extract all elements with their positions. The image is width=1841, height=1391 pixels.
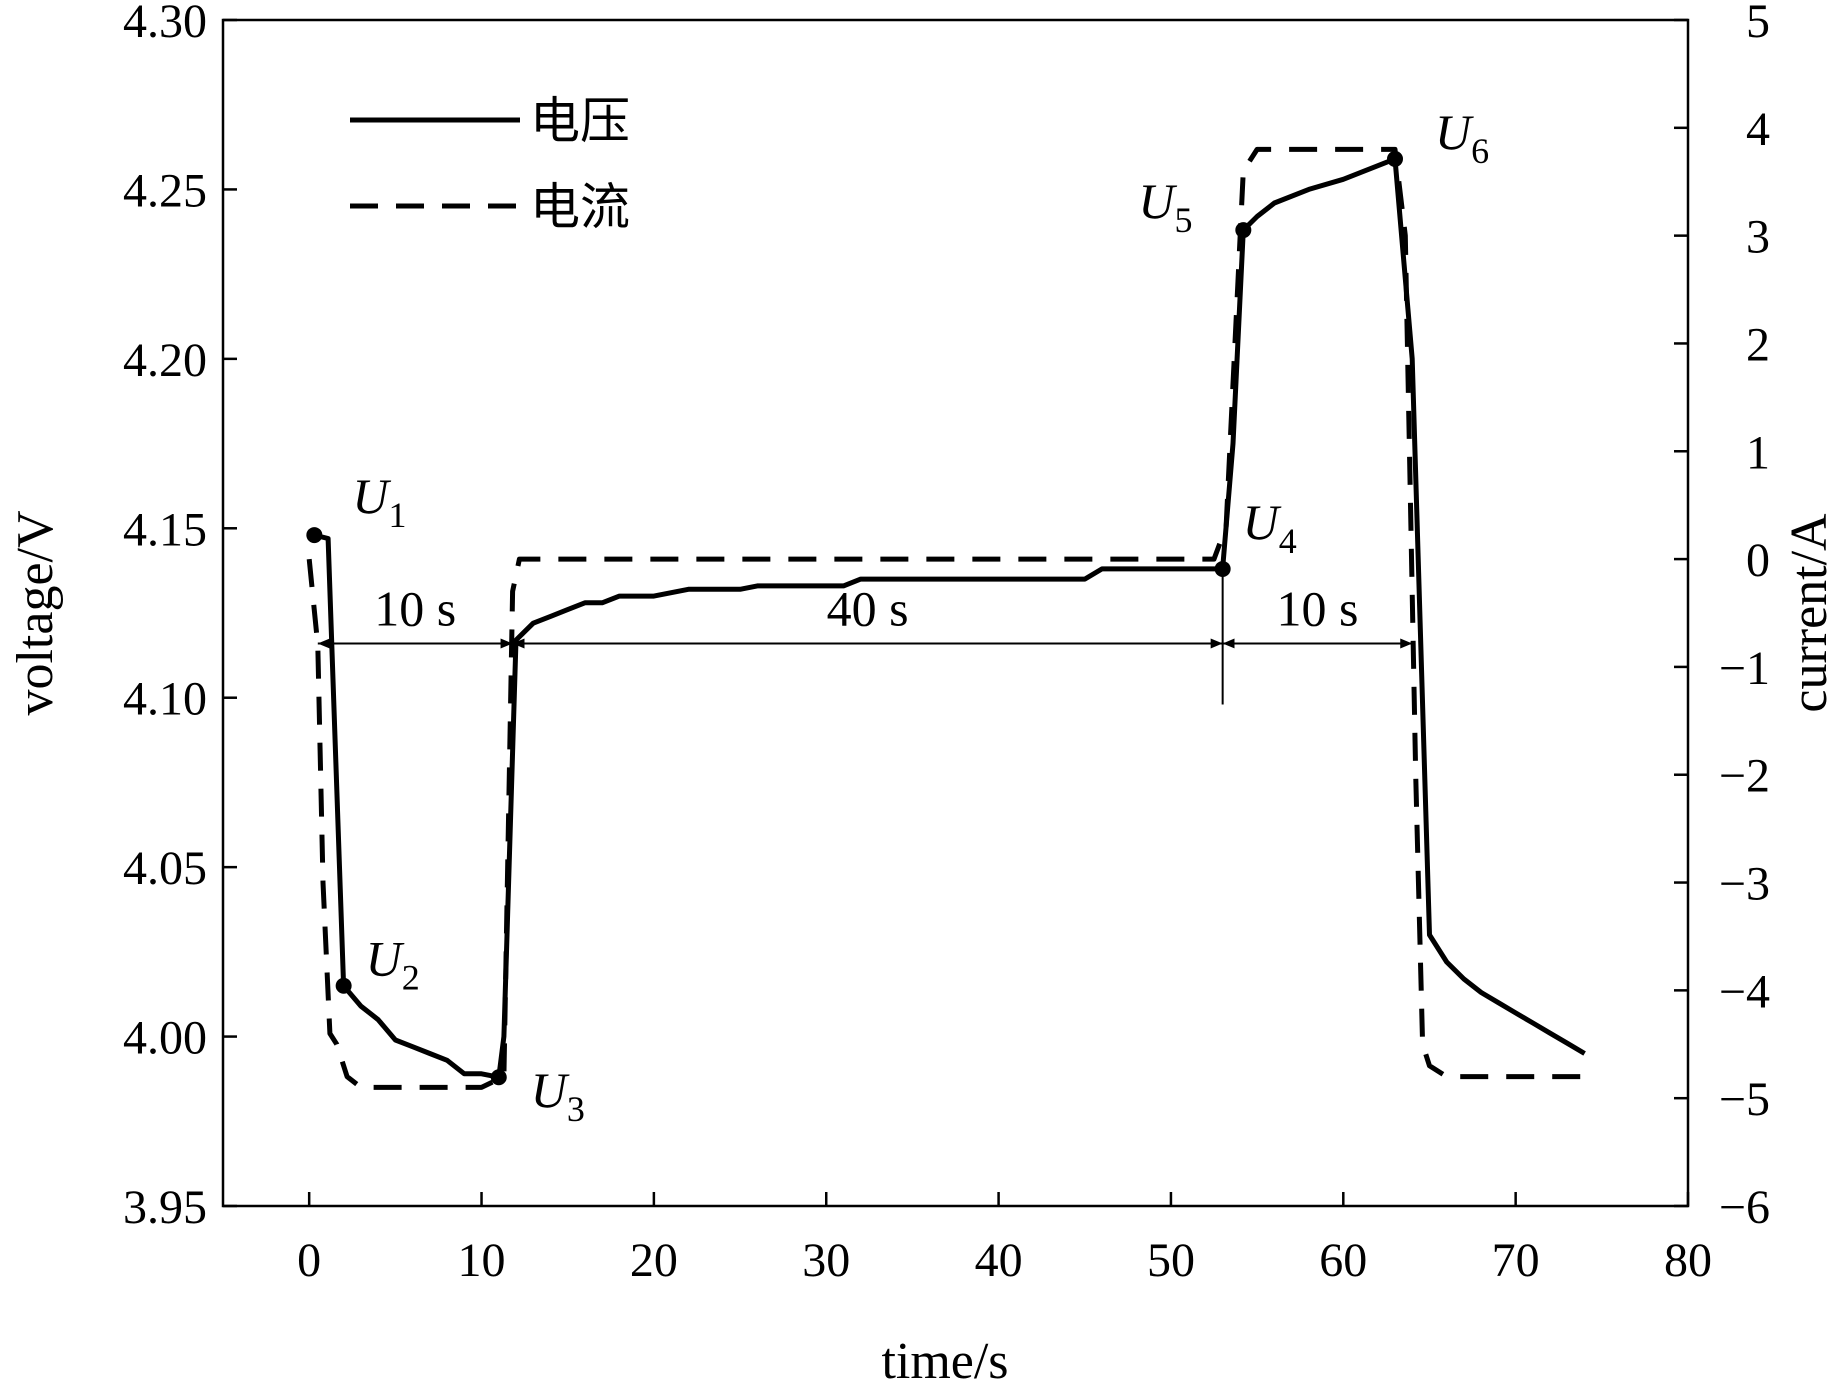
point-label-letter: U [1243, 494, 1282, 550]
y2-tick-label: −1 [1719, 642, 1770, 695]
point-label-letter: U [1435, 104, 1474, 160]
x-tick-label: 10 [458, 1234, 506, 1287]
y-tick-label: 4.10 [123, 673, 207, 726]
span-label: 10 s [374, 580, 456, 636]
point-label-letter: U [1138, 173, 1177, 229]
y-tick-label: 4.05 [123, 842, 207, 895]
point-label-subscript: 4 [1279, 521, 1297, 561]
point-label-subscript: 1 [388, 495, 406, 535]
y2-tick-label: −3 [1719, 858, 1770, 911]
x-axis-title: time/s [881, 1333, 1008, 1390]
point-marker [1235, 222, 1252, 239]
y2-tick-label: 4 [1746, 103, 1770, 156]
y2-tick-label: −5 [1719, 1073, 1770, 1126]
series-layer [306, 146, 1586, 1090]
y2-tick-label: −6 [1719, 1181, 1770, 1234]
y-tick-label: 4.25 [123, 164, 207, 217]
y2-tick-label: −4 [1719, 965, 1770, 1018]
y2-tick-label: 0 [1746, 534, 1770, 587]
x-tick-label: 70 [1492, 1234, 1540, 1287]
y2-tick-label: 2 [1746, 318, 1770, 371]
x-tick-label: 60 [1319, 1234, 1367, 1287]
point-marker [1387, 150, 1403, 167]
point-label-subscript: 3 [567, 1089, 585, 1129]
annotations: 10 s 40 s 10 s [317, 568, 1413, 705]
y-tick-label: 4.20 [123, 334, 207, 387]
y-tick-label: 4.30 [123, 0, 207, 48]
y2-tick-label: 3 [1746, 211, 1770, 264]
y-axis-left: 3.95 4.00 4.05 4.10 4.15 4.20 4.25 4.30 [123, 0, 237, 1234]
y-tick-label: 3.95 [123, 1181, 207, 1234]
point-label: U6 [1435, 104, 1489, 171]
legend: 电压 电流 [350, 92, 630, 236]
point-label: U3 [531, 1062, 585, 1129]
series-line-current [306, 146, 1585, 1090]
point-label-letter: U [531, 1062, 570, 1118]
point-label-letter: U [352, 468, 391, 524]
y-tick-label: 4.00 [123, 1012, 207, 1065]
x-tick-label: 40 [975, 1234, 1023, 1287]
x-axis: 0 10 20 30 40 50 60 70 80 [297, 1192, 1712, 1287]
x-tick-label: 80 [1664, 1234, 1712, 1287]
point-label: U2 [366, 931, 420, 998]
point-marker [335, 977, 352, 994]
point-label-subscript: 6 [1471, 131, 1489, 171]
point-label-subscript: 2 [402, 958, 420, 998]
y2-axis-title: current/A [1781, 513, 1838, 713]
series-line-voltage [313, 156, 1586, 1080]
point-label-subscript: 5 [1174, 200, 1192, 240]
point-marker [490, 1069, 507, 1086]
x-tick-label: 20 [630, 1234, 678, 1287]
x-tick-label: 30 [802, 1234, 850, 1287]
point-label: U5 [1138, 173, 1192, 240]
y-axis-right: −6 −5 −4 −3 −2 −1 0 1 2 3 4 5 [1674, 0, 1770, 1234]
y2-tick-label: 5 [1746, 0, 1770, 48]
point-label: U4 [1243, 494, 1297, 561]
point-marker [306, 527, 323, 544]
point-label-letter: U [366, 931, 405, 987]
legend-label-current: 电流 [530, 178, 630, 236]
x-tick-label: 0 [297, 1234, 321, 1287]
x-tick-label: 50 [1147, 1234, 1195, 1287]
legend-label-voltage: 电压 [530, 92, 630, 150]
point-label: U1 [352, 468, 406, 535]
y-axis-title: voltage/V [7, 510, 64, 715]
span-label: 40 s [827, 580, 909, 636]
plot-frame [221, 18, 1690, 1208]
y2-tick-label: −2 [1719, 750, 1770, 803]
y-tick-label: 4.15 [123, 503, 207, 556]
span-label: 10 s [1276, 580, 1358, 636]
point-marker [1214, 560, 1231, 577]
y2-tick-label: 1 [1746, 426, 1770, 479]
